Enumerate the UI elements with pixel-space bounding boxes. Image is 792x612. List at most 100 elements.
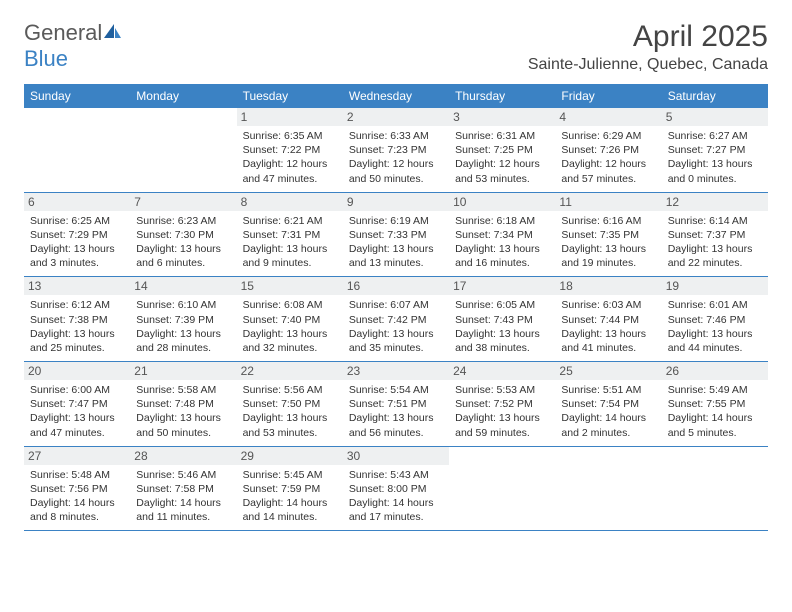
- sunrise-text: Sunrise: 6:31 AM: [455, 129, 549, 143]
- day-number: 28: [130, 447, 236, 465]
- day-info: Sunrise: 6:19 AMSunset: 7:33 PMDaylight:…: [349, 214, 443, 271]
- day-info: Sunrise: 5:58 AMSunset: 7:48 PMDaylight:…: [136, 383, 230, 440]
- sunset-text: Sunset: 7:47 PM: [30, 397, 124, 411]
- daylight-text: Daylight: 13 hours and 59 minutes.: [455, 411, 549, 439]
- day-number: 23: [343, 362, 449, 380]
- calendar-cell: 22 Sunrise: 5:56 AMSunset: 7:50 PMDayligh…: [237, 362, 343, 447]
- sunrise-text: Sunrise: 6:25 AM: [30, 214, 124, 228]
- daylight-text: Daylight: 14 hours and 2 minutes.: [561, 411, 655, 439]
- day-info: Sunrise: 6:01 AMSunset: 7:46 PMDaylight:…: [668, 298, 762, 355]
- day-info: Sunrise: 6:35 AMSunset: 7:22 PMDaylight:…: [243, 129, 337, 186]
- sunrise-text: Sunrise: 6:23 AM: [136, 214, 230, 228]
- calendar-cell: 5 Sunrise: 6:27 AMSunset: 7:27 PMDaylight…: [662, 108, 768, 192]
- day-number: 9: [343, 193, 449, 211]
- day-header: Monday: [130, 84, 236, 108]
- sunrise-text: Sunrise: 5:56 AM: [243, 383, 337, 397]
- day-header: Wednesday: [343, 84, 449, 108]
- sunrise-text: Sunrise: 6:14 AM: [668, 214, 762, 228]
- calendar-cell: 11 Sunrise: 6:16 AMSunset: 7:35 PMDayligh…: [555, 192, 661, 277]
- calendar-cell: 30Sunrise: 5:43 AMSunset: 8:00 PMDayligh…: [343, 446, 449, 531]
- title-block: April 2025 Sainte-Julienne, Quebec, Cana…: [528, 20, 768, 74]
- daylight-text: Daylight: 13 hours and 13 minutes.: [349, 242, 443, 270]
- sunset-text: Sunset: 7:31 PM: [243, 228, 337, 242]
- calendar-cell: 12Sunrise: 6:14 AMSunset: 7:37 PMDayligh…: [662, 192, 768, 277]
- day-number: 11: [555, 193, 661, 211]
- day-header-row: Sunday Monday Tuesday Wednesday Thursday…: [24, 84, 768, 108]
- sunset-text: Sunset: 7:30 PM: [136, 228, 230, 242]
- day-number: 15: [237, 277, 343, 295]
- sunrise-text: Sunrise: 6:10 AM: [136, 298, 230, 312]
- calendar-cell: 25Sunrise: 5:51 AMSunset: 7:54 PMDayligh…: [555, 362, 661, 447]
- day-info: Sunrise: 6:21 AMSunset: 7:31 PMDaylight:…: [243, 214, 337, 271]
- calendar-row: 27Sunrise: 5:48 AMSunset: 7:56 PMDayligh…: [24, 446, 768, 531]
- day-info: Sunrise: 6:03 AMSunset: 7:44 PMDaylight:…: [561, 298, 655, 355]
- calendar-cell: 13Sunrise: 6:12 AMSunset: 7:38 PMDayligh…: [24, 277, 130, 362]
- day-number: 4: [555, 108, 661, 126]
- day-number: 17: [449, 277, 555, 295]
- calendar-cell: 20Sunrise: 6:00 AMSunset: 7:47 PMDayligh…: [24, 362, 130, 447]
- day-info: Sunrise: 6:12 AMSunset: 7:38 PMDaylight:…: [30, 298, 124, 355]
- sunset-text: Sunset: 7:40 PM: [243, 313, 337, 327]
- daylight-text: Daylight: 12 hours and 50 minutes.: [349, 157, 443, 185]
- calendar-cell-empty: [24, 108, 130, 192]
- sunset-text: Sunset: 7:59 PM: [243, 482, 337, 496]
- logo: General Blue: [24, 20, 122, 72]
- sunrise-text: Sunrise: 5:48 AM: [30, 468, 124, 482]
- day-info: Sunrise: 5:45 AMSunset: 7:59 PMDaylight:…: [243, 468, 337, 525]
- day-info: Sunrise: 6:14 AMSunset: 7:37 PMDaylight:…: [668, 214, 762, 271]
- sunrise-text: Sunrise: 6:05 AM: [455, 298, 549, 312]
- day-number: 14: [130, 277, 236, 295]
- sunset-text: Sunset: 7:29 PM: [30, 228, 124, 242]
- sunset-text: Sunset: 7:50 PM: [243, 397, 337, 411]
- sunrise-text: Sunrise: 6:00 AM: [30, 383, 124, 397]
- daylight-text: Daylight: 14 hours and 11 minutes.: [136, 496, 230, 524]
- calendar-cell: 21 Sunrise: 5:58 AMSunset: 7:48 PMDayligh…: [130, 362, 236, 447]
- daylight-text: Daylight: 12 hours and 53 minutes.: [455, 157, 549, 185]
- day-info: Sunrise: 5:49 AMSunset: 7:55 PMDaylight:…: [668, 383, 762, 440]
- logo-text: General Blue: [24, 20, 122, 72]
- day-number: 26: [662, 362, 768, 380]
- day-number: 5: [662, 108, 768, 126]
- sunrise-text: Sunrise: 6:33 AM: [349, 129, 443, 143]
- sunset-text: Sunset: 7:39 PM: [136, 313, 230, 327]
- sunrise-text: Sunrise: 6:08 AM: [243, 298, 337, 312]
- sunset-text: Sunset: 7:35 PM: [561, 228, 655, 242]
- daylight-text: Daylight: 12 hours and 47 minutes.: [243, 157, 337, 185]
- day-number: 3: [449, 108, 555, 126]
- daylight-text: Daylight: 14 hours and 14 minutes.: [243, 496, 337, 524]
- day-header: Sunday: [24, 84, 130, 108]
- calendar-cell: 26 Sunrise: 5:49 AMSunset: 7:55 PMDayligh…: [662, 362, 768, 447]
- daylight-text: Daylight: 13 hours and 3 minutes.: [30, 242, 124, 270]
- daylight-text: Daylight: 13 hours and 19 minutes.: [561, 242, 655, 270]
- day-number: 21: [130, 362, 236, 380]
- daylight-text: Daylight: 13 hours and 53 minutes.: [243, 411, 337, 439]
- sunrise-text: Sunrise: 5:45 AM: [243, 468, 337, 482]
- sunset-text: Sunset: 7:58 PM: [136, 482, 230, 496]
- calendar-cell: 16Sunrise: 6:07 AMSunset: 7:42 PMDayligh…: [343, 277, 449, 362]
- sunrise-text: Sunrise: 6:35 AM: [243, 129, 337, 143]
- day-info: Sunrise: 5:46 AMSunset: 7:58 PMDaylight:…: [136, 468, 230, 525]
- daylight-text: Daylight: 13 hours and 32 minutes.: [243, 327, 337, 355]
- day-info: Sunrise: 6:00 AMSunset: 7:47 PMDaylight:…: [30, 383, 124, 440]
- calendar-cell: 15 Sunrise: 6:08 AMSunset: 7:40 PMDayligh…: [237, 277, 343, 362]
- day-info: Sunrise: 6:16 AMSunset: 7:35 PMDaylight:…: [561, 214, 655, 271]
- day-number: 2: [343, 108, 449, 126]
- sunset-text: Sunset: 7:25 PM: [455, 143, 549, 157]
- sunset-text: Sunset: 7:38 PM: [30, 313, 124, 327]
- sunrise-text: Sunrise: 6:19 AM: [349, 214, 443, 228]
- day-number: 19: [662, 277, 768, 295]
- day-info: Sunrise: 6:27 AMSunset: 7:27 PMDaylight:…: [668, 129, 762, 186]
- sunrise-text: Sunrise: 6:12 AM: [30, 298, 124, 312]
- daylight-text: Daylight: 14 hours and 8 minutes.: [30, 496, 124, 524]
- day-info: Sunrise: 6:05 AMSunset: 7:43 PMDaylight:…: [455, 298, 549, 355]
- daylight-text: Daylight: 14 hours and 17 minutes.: [349, 496, 443, 524]
- sunrise-text: Sunrise: 6:18 AM: [455, 214, 549, 228]
- header: General Blue April 2025 Sainte-Julienne,…: [24, 20, 768, 74]
- day-number: 16: [343, 277, 449, 295]
- sunset-text: Sunset: 7:52 PM: [455, 397, 549, 411]
- day-info: Sunrise: 6:25 AMSunset: 7:29 PMDaylight:…: [30, 214, 124, 271]
- sunset-text: Sunset: 7:43 PM: [455, 313, 549, 327]
- day-info: Sunrise: 6:10 AMSunset: 7:39 PMDaylight:…: [136, 298, 230, 355]
- day-number: 22: [237, 362, 343, 380]
- daylight-text: Daylight: 13 hours and 9 minutes.: [243, 242, 337, 270]
